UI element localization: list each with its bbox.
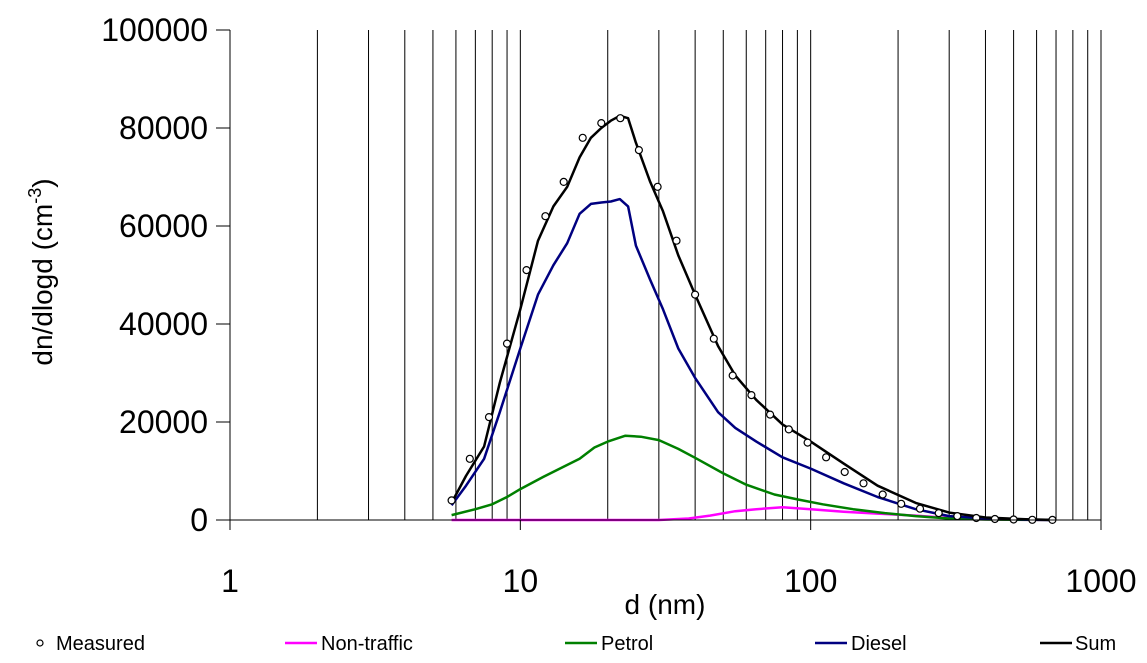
y-axis-label: dn/dlogd (cm-3): [25, 178, 58, 365]
series-lines: [450, 114, 1057, 522]
measured-point: [634, 146, 644, 155]
series-line-diesel: [450, 197, 1057, 522]
measured-point: [765, 410, 775, 419]
measured-point: [821, 453, 831, 462]
x-tick-label-1000: 1000: [1065, 563, 1136, 599]
y-axis-label-superscript: -3: [25, 188, 45, 204]
y-axis-ticks: 0 20000 40000 60000 80000 100000: [101, 12, 230, 538]
measured-point: [541, 212, 550, 221]
y-tick-label-80000: 80000: [119, 110, 208, 146]
measured-point: [915, 504, 925, 513]
measured-point: [522, 266, 531, 275]
measured-point: [502, 339, 512, 348]
x-axis-label: d (nm): [625, 589, 706, 620]
measured-point: [934, 508, 943, 518]
measured-markers: [447, 114, 1057, 525]
legend-label-measured: Measured: [56, 633, 145, 655]
measured-point: [447, 496, 456, 505]
y-tick-label-0: 0: [190, 502, 208, 538]
legend: Measured Non-traffic Petrol Diesel Sum: [36, 633, 1116, 655]
measured-point: [559, 177, 568, 186]
measured-point: [859, 479, 868, 488]
measured-point: [953, 511, 962, 521]
legend-label-sum: Sum: [1075, 633, 1116, 655]
y-tick-label-100000: 100000: [101, 12, 208, 48]
x-axis-ticks: 1 10 100 1000: [221, 520, 1137, 599]
measured-point: [878, 490, 887, 499]
measured-point: [840, 467, 849, 477]
y-tick-label-60000: 60000: [119, 208, 208, 244]
measured-point: [597, 118, 606, 128]
y-tick-label-20000: 20000: [119, 404, 208, 440]
x-tick-label-100: 100: [784, 563, 837, 599]
measured-point: [484, 413, 494, 422]
measured-point: [803, 438, 812, 447]
legend-label-non-traffic: Non-traffic: [321, 633, 413, 655]
y-axis-label-main: dn/dlogd (cm: [27, 204, 58, 366]
measured-point: [747, 391, 756, 400]
measured-point: [672, 236, 681, 245]
y-axis-label-close: ): [27, 178, 58, 187]
measured-point: [465, 454, 474, 463]
measured-point: [653, 182, 662, 191]
x-tick-label-1: 1: [221, 563, 239, 599]
legend-label-petrol: Petrol: [601, 633, 653, 655]
series-line-sum: [450, 114, 1057, 522]
x-tick-label-10: 10: [503, 563, 539, 599]
measured-point: [578, 133, 587, 142]
legend-label-diesel: Diesel: [851, 633, 907, 655]
legend-symbol-measured: [36, 639, 44, 647]
series-line-petrol: [451, 434, 1057, 522]
measured-point: [616, 114, 625, 123]
measured-point: [690, 290, 700, 299]
measured-point: [784, 425, 793, 434]
measured-point: [709, 334, 718, 343]
measured-point: [990, 514, 1000, 524]
y-tick-label-40000: 40000: [119, 306, 208, 342]
measured-point: [728, 371, 737, 380]
vertical-gridlines: [316, 30, 1102, 520]
measured-point: [897, 499, 906, 508]
